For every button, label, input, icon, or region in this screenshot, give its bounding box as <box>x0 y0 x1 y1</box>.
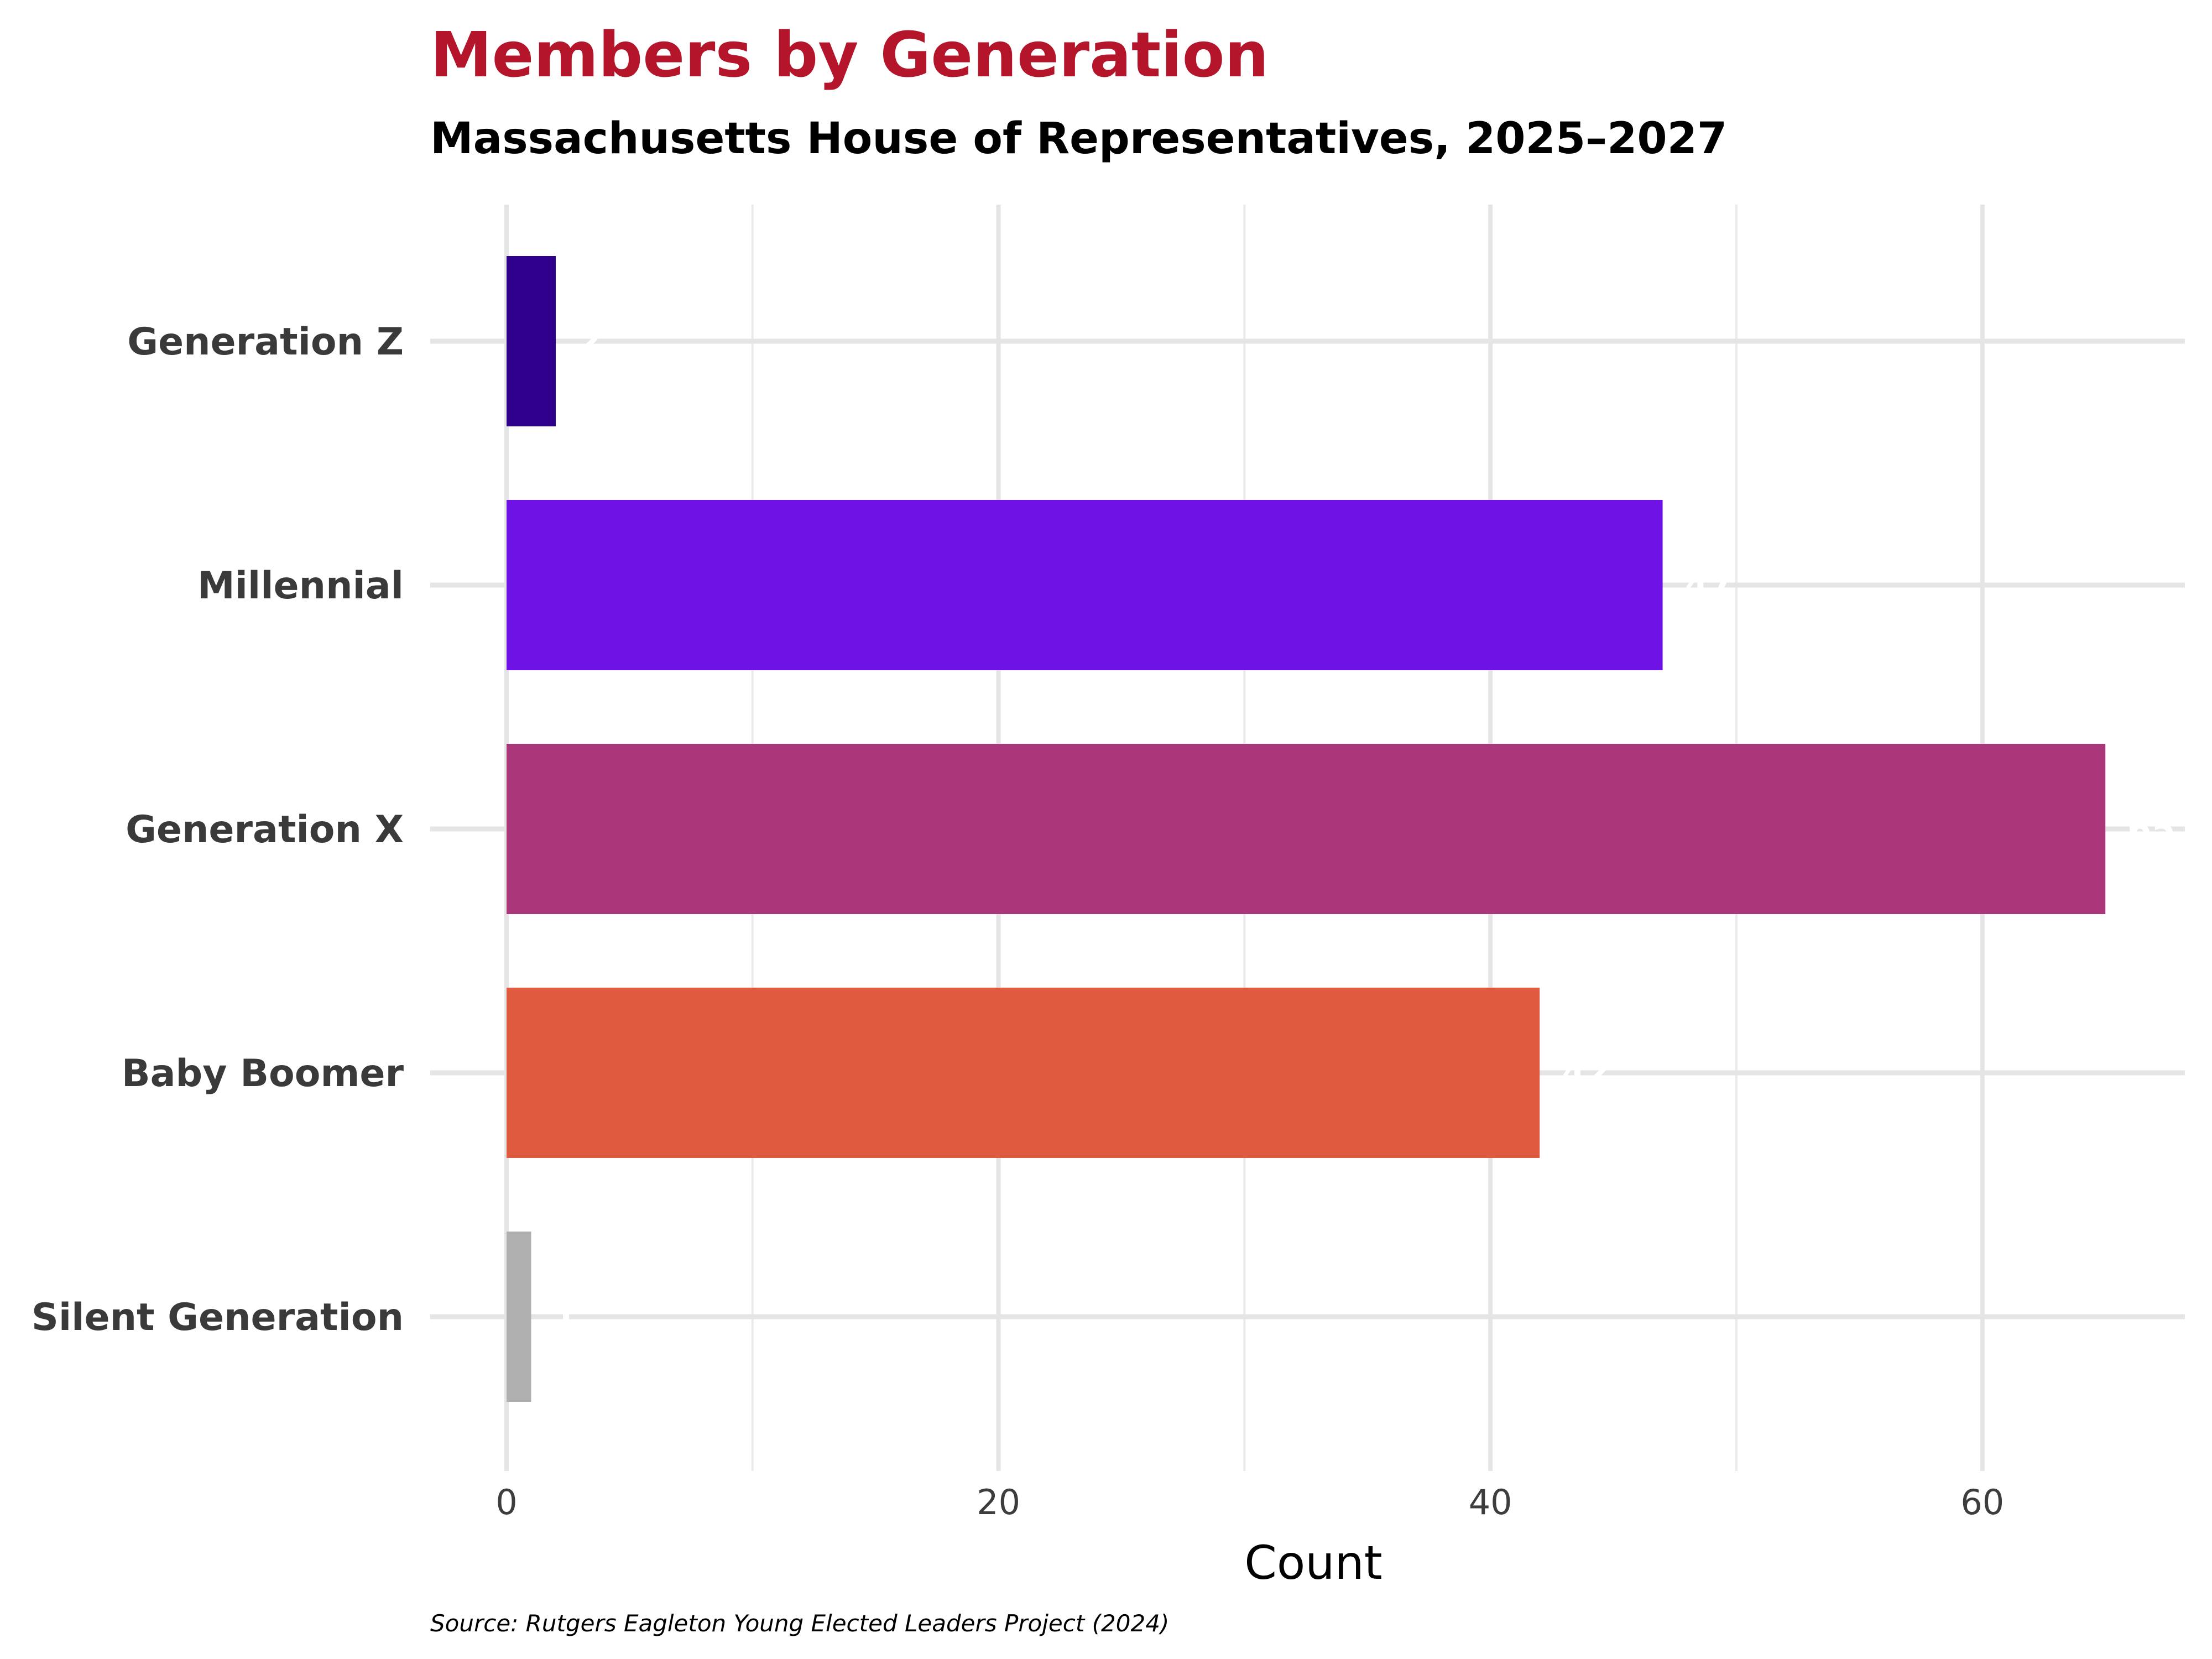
value-label: 47 <box>1685 565 1733 606</box>
x-tick-label: 0 <box>495 1482 517 1522</box>
value-label: 65 <box>2127 809 2175 849</box>
source-caption: Source: Rutgers Eagleton Young Elected L… <box>430 1610 1169 1637</box>
x-axis-title: Count <box>1244 1536 1382 1590</box>
value-label: 42 <box>1562 1053 1609 1093</box>
chart-subtitle: Massachusetts House of Representatives, … <box>430 114 1727 164</box>
value-labels: 2 47 65 42 1 <box>553 321 2175 1337</box>
x-tick-label: 60 <box>1960 1482 2004 1522</box>
value-label: 2 <box>578 321 602 362</box>
y-tick-label: Silent Generation <box>32 1296 404 1339</box>
value-label: 1 <box>553 1297 577 1337</box>
y-axis-labels: Generation Z Millennial Generation X Baby B… <box>32 320 404 1339</box>
x-axis-ticks: 0 20 40 60 <box>495 1482 2004 1522</box>
x-tick-label: 40 <box>1469 1482 1512 1522</box>
y-tick-label: Millennial <box>197 564 404 608</box>
y-tick-label: Generation X <box>126 808 404 852</box>
bar <box>507 256 556 426</box>
y-tick-label: Generation Z <box>127 320 404 364</box>
bar <box>507 744 2106 914</box>
bar <box>507 500 1663 670</box>
y-tick-label: Baby Boomer <box>122 1052 404 1095</box>
bars <box>507 256 2106 1402</box>
x-tick-label: 20 <box>977 1482 1020 1522</box>
bar <box>507 1232 531 1402</box>
bar <box>507 988 1540 1158</box>
chart-title: Members by Generation <box>430 19 1269 91</box>
